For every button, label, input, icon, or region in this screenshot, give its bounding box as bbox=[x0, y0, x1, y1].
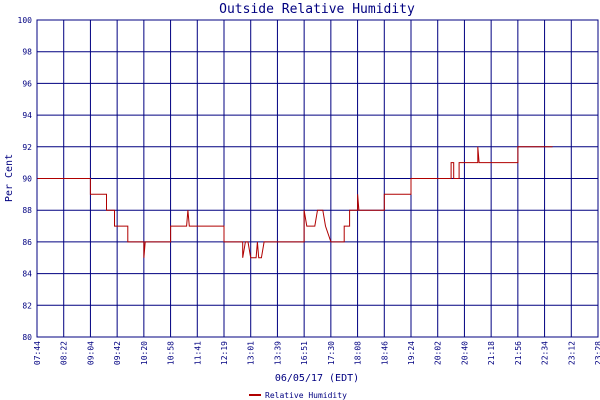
y-tick-label: 82 bbox=[22, 301, 32, 310]
x-tick-label: 20:40 bbox=[460, 341, 469, 365]
x-tick-label: 13:01 bbox=[247, 341, 256, 365]
x-tick-label: 18:08 bbox=[354, 341, 363, 365]
y-tick-label: 90 bbox=[22, 175, 32, 184]
x-tick-label: 07:44 bbox=[33, 341, 42, 365]
x-tick-label: 09:04 bbox=[86, 341, 95, 365]
y-tick-label: 92 bbox=[22, 143, 32, 152]
y-tick-label: 100 bbox=[18, 16, 33, 25]
x-tick-label: 17:30 bbox=[327, 341, 336, 365]
x-tick-label: 10:20 bbox=[140, 341, 149, 365]
x-tick-label: 08:22 bbox=[60, 341, 69, 365]
y-tick-label: 94 bbox=[22, 111, 32, 120]
x-tick-label: 19:24 bbox=[407, 341, 416, 365]
x-tick-label: 11:41 bbox=[193, 341, 202, 365]
x-tick-label: 09:42 bbox=[113, 341, 122, 365]
y-tick-label: 86 bbox=[22, 238, 32, 247]
x-tick-label: 10:58 bbox=[167, 341, 176, 365]
y-tick-label: 84 bbox=[22, 270, 32, 279]
y-tick-labels: 80 82 84 86 88 90 92 94 96 98 100 bbox=[18, 16, 33, 342]
x-tick-label: 13:39 bbox=[273, 341, 282, 365]
series-line-relative-humidity bbox=[37, 146, 553, 259]
x-tick-label: 22:34 bbox=[541, 341, 550, 365]
y-tick-label: 96 bbox=[22, 79, 32, 88]
legend-label: Relative Humidity bbox=[265, 391, 347, 400]
x-axis-label: 06/05/17 (EDT) bbox=[275, 373, 359, 384]
legend: Relative Humidity bbox=[249, 391, 347, 400]
y-tick-label: 88 bbox=[22, 206, 32, 215]
y-axis-label: Per Cent bbox=[4, 154, 15, 202]
x-tick-label: 16:51 bbox=[300, 341, 309, 365]
x-tick-label: 23:28 bbox=[594, 341, 600, 365]
x-tick-label: 18:46 bbox=[380, 341, 389, 365]
x-tick-label: 20:02 bbox=[434, 341, 443, 365]
x-tick-label: 23:12 bbox=[567, 341, 576, 365]
chart-title: Outside Relative Humidity bbox=[219, 2, 415, 17]
x-tick-label: 12:19 bbox=[220, 341, 229, 365]
plot-frame bbox=[36, 19, 599, 338]
x-tick-label: 21:18 bbox=[487, 341, 496, 365]
y-tick-label: 98 bbox=[22, 48, 32, 57]
x-tick-labels: 07:44 08:22 09:04 09:42 10:20 10:58 11:41 12:19… bbox=[33, 341, 600, 365]
x-tick-label: 21:56 bbox=[514, 341, 523, 365]
y-tick-label: 80 bbox=[22, 333, 32, 342]
